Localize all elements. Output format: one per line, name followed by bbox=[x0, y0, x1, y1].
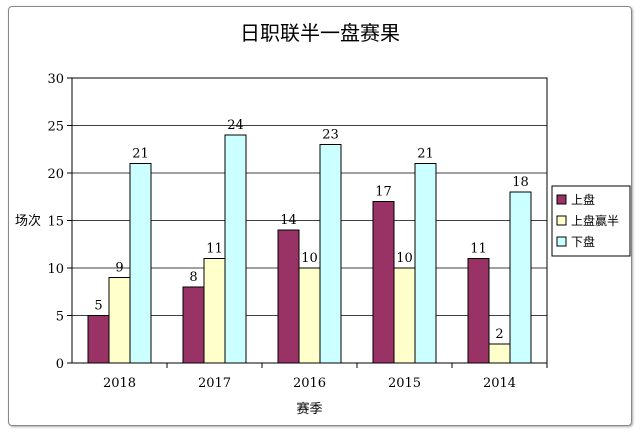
bar-1 bbox=[467, 258, 490, 364]
legend-label: 上盘赢半 bbox=[571, 213, 619, 228]
x-axis-label: 赛季 bbox=[296, 401, 322, 417]
y-tick-label: 25 bbox=[47, 120, 64, 135]
bar-1 bbox=[372, 201, 395, 364]
x-tick-label: 2015 bbox=[388, 376, 421, 391]
data-label: 10 bbox=[396, 251, 413, 266]
data-label: 21 bbox=[132, 147, 149, 162]
data-label: 24 bbox=[227, 118, 244, 133]
bar-2 bbox=[393, 267, 416, 364]
bar-2 bbox=[203, 258, 226, 364]
y-tick-label: 30 bbox=[47, 72, 64, 87]
x-tick-label: 2016 bbox=[293, 376, 326, 391]
bar-2 bbox=[298, 267, 321, 364]
bar-3 bbox=[224, 134, 247, 364]
bar-2 bbox=[488, 343, 511, 364]
legend-swatch-2 bbox=[556, 215, 567, 226]
data-label: 10 bbox=[301, 251, 318, 266]
data-label: 14 bbox=[280, 213, 297, 228]
data-label: 9 bbox=[115, 261, 123, 276]
legend-swatch-3 bbox=[556, 236, 567, 247]
y-tick-label: 0 bbox=[56, 357, 64, 372]
bar-3 bbox=[509, 191, 532, 364]
bar-3 bbox=[129, 163, 152, 364]
data-label: 11 bbox=[470, 242, 487, 257]
x-tick-label: 2017 bbox=[198, 376, 231, 391]
x-tick-label: 2018 bbox=[103, 376, 136, 391]
bar-3 bbox=[414, 163, 437, 364]
data-label: 23 bbox=[322, 128, 339, 143]
y-axis-label: 场次 bbox=[15, 213, 41, 229]
bar-2 bbox=[108, 277, 131, 364]
data-label: 2 bbox=[495, 327, 503, 342]
bar-1 bbox=[277, 229, 300, 364]
y-tick-label: 10 bbox=[47, 262, 64, 277]
y-tick-label: 5 bbox=[56, 310, 64, 325]
data-label: 8 bbox=[189, 270, 197, 285]
legend-swatch-1 bbox=[556, 194, 567, 205]
legend-label: 上盘 bbox=[571, 192, 595, 207]
x-tick-label: 2014 bbox=[483, 376, 516, 391]
y-tick-label: 15 bbox=[47, 215, 64, 230]
data-label: 5 bbox=[94, 299, 102, 314]
chart-frame bbox=[8, 6, 632, 426]
data-label: 11 bbox=[206, 242, 223, 257]
y-tick-label: 20 bbox=[47, 167, 64, 182]
data-label: 17 bbox=[375, 185, 392, 200]
data-label: 18 bbox=[512, 175, 529, 190]
legend-label: 下盘 bbox=[571, 234, 595, 249]
chart-title: 日职联半一盘赛果 bbox=[240, 21, 400, 45]
data-label: 21 bbox=[417, 147, 434, 162]
bar-3 bbox=[319, 144, 342, 364]
bar-1 bbox=[87, 315, 110, 364]
bar-1 bbox=[182, 286, 205, 364]
